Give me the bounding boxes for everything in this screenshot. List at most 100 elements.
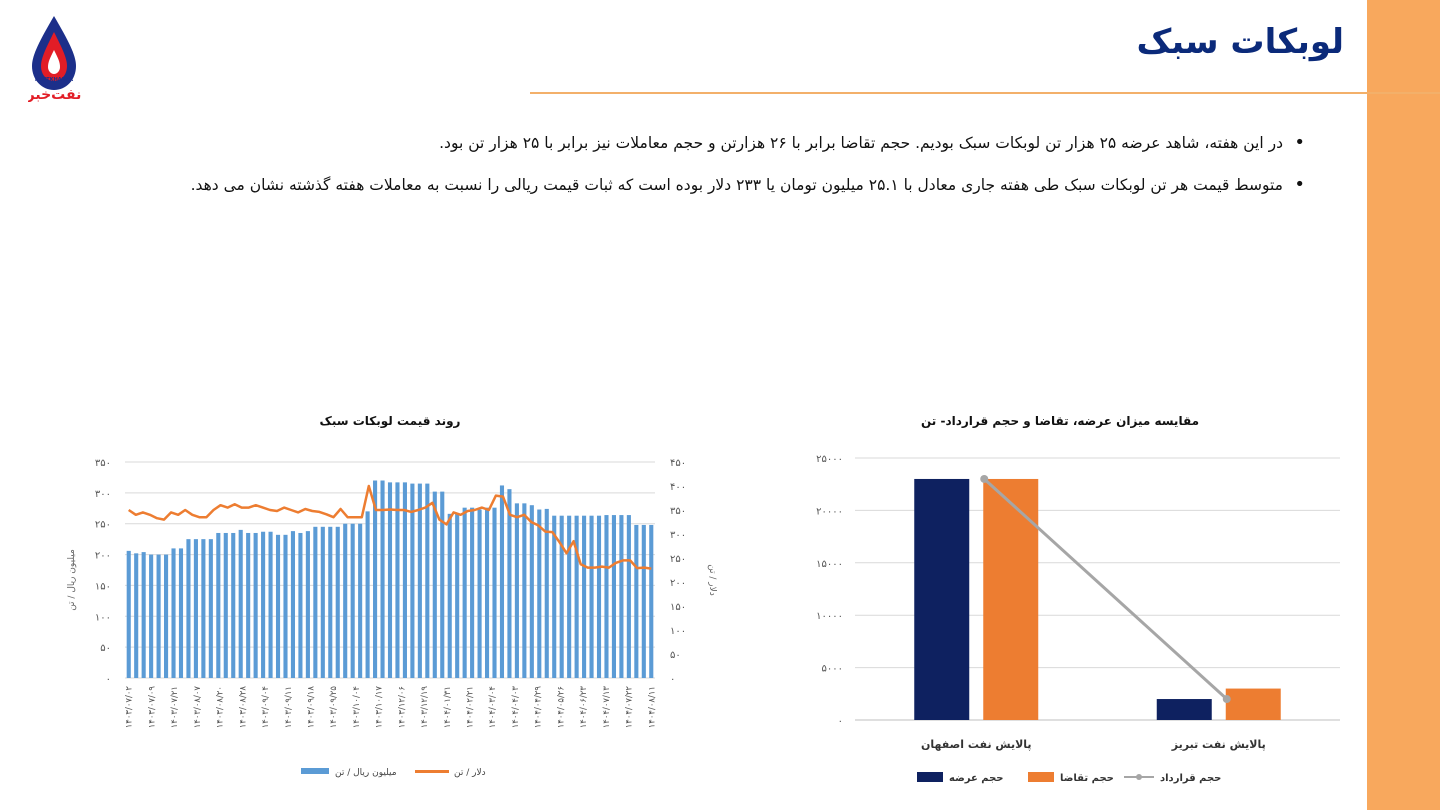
price-bar [395, 482, 400, 678]
page-title: لوبکات سبک [1136, 22, 1344, 62]
x-date-label: ۱۴۰۳/۰۹/۰۴ [261, 686, 271, 728]
x-date-label: ۱۴۰۳/۱۰/۰۴ [352, 686, 362, 728]
price-bar [134, 553, 139, 678]
left-tick-label: ۱۰۰ [95, 612, 111, 623]
y-tick-label: ۵۰۰۰ [822, 664, 843, 675]
price-bar [246, 532, 251, 678]
price-bar [320, 526, 325, 678]
right-tick-label: ۵۰ [670, 650, 681, 661]
bullet-list: در این هفته، شاهد عرضه ۲۵ هزار تن لوبکات… [125, 128, 1305, 212]
price-bar [290, 531, 296, 678]
x-date-label: ۱۴۰۴/۰۶/۲۳ [579, 686, 589, 729]
price-bar [171, 548, 176, 678]
price-bar [611, 515, 616, 678]
right-tick-label: ۱۵۰ [670, 602, 686, 613]
right-axis-label: دلار / تن [707, 564, 717, 596]
x-date-label: ۱۴۰۳/۰۹/۱۱ [284, 686, 294, 728]
x-date-label: ۱۴۰۳/۱۲/۰۶ [397, 686, 407, 728]
legend-swatch-supply [917, 772, 943, 782]
legend-label-supply: حجم عرضه [949, 773, 1004, 784]
price-bar [253, 532, 258, 678]
left-tick-label: ۳۵۰ [95, 458, 111, 469]
right-tick-label: ۴۰۰ [670, 482, 686, 493]
legend-label-contract: حجم قرارداد [1160, 773, 1221, 784]
right-tick-label: ۲۰۰ [670, 578, 686, 589]
dollar-price-line [127, 484, 652, 570]
price-bar [477, 509, 482, 678]
price-bar [470, 507, 475, 678]
price-bar [649, 524, 654, 678]
price-bar [380, 480, 385, 678]
price-bar [529, 505, 534, 678]
legend-label-demand: حجم تقاضا [1060, 773, 1114, 784]
price-bar [440, 491, 445, 678]
price-trend-chart: روند قیمت لوبکات سبک میلیون ریال / تن دل… [60, 405, 720, 805]
price-bar [507, 489, 512, 678]
price-bar [596, 515, 602, 678]
price-bar [447, 513, 452, 678]
price-bar [365, 511, 370, 678]
price-bar [417, 483, 422, 678]
price-bar [149, 554, 154, 678]
supply-legend: حجم عرضه حجم تقاضا حجم قرارداد [917, 772, 1221, 784]
legend-swatch-rial [301, 768, 329, 774]
left-tick-label: ۵۰ [100, 643, 111, 654]
price-bar [373, 480, 378, 678]
price-bar [298, 532, 303, 678]
legend-label-dollar: دلار / تن [454, 768, 486, 778]
price-bar [567, 515, 572, 678]
price-bar [432, 491, 437, 678]
price-bar [552, 515, 557, 678]
y-tick-label: ۱۵۰۰۰ [816, 559, 843, 570]
x-date-label: ۱۴۰۳/۰۷/۰۲ [125, 686, 135, 729]
price-trend-svg: روند قیمت لوبکات سبک میلیون ریال / تن دل… [67, 414, 717, 778]
legend-label-rial: میلیون ریال / تن [335, 768, 397, 778]
x-date-label: ۱۴۰۳/۰۷/۲۱ [170, 686, 180, 728]
price-bar [544, 508, 549, 678]
price-bar [522, 503, 527, 678]
price-bar [589, 515, 594, 678]
left-tick-label: ۱۵۰ [95, 581, 111, 592]
price-bar [425, 483, 430, 678]
legend-swatch-dollar [415, 770, 449, 773]
x-date-label: ۱۴۰۴/۰۷/۱۳ [602, 686, 612, 729]
x-date-label: ۱۴۰۳/۰۸/۲۸ [238, 686, 248, 729]
price-bar [305, 531, 310, 678]
right-tick-label: ۱۰۰ [670, 626, 686, 637]
brand-fa: نفت‌خبر [28, 87, 81, 102]
price-bar [410, 483, 415, 678]
x-date-label: ۱۴۰۳/۱۰/۱۷ [375, 686, 385, 729]
x-date-label: ۱۴۰۴/۰۴/۰۳ [511, 686, 521, 729]
price-bar [313, 526, 318, 678]
x-date-label: ۱۴۰۳/۰۷/۰۹ [147, 686, 157, 729]
brand-en: NAFTKHABAR [35, 77, 73, 83]
price-bar [358, 523, 363, 678]
supply-demand-svg: مقایسه میزان عرضه، تقاضا و حجم قرارداد- … [816, 414, 1340, 784]
price-bar [350, 523, 355, 678]
price-bar [484, 507, 490, 678]
accent-side-bar [1367, 0, 1440, 810]
price-bar [231, 532, 236, 678]
price-bar [261, 531, 266, 678]
contract-point [980, 474, 989, 483]
bar-demand [1225, 688, 1281, 720]
left-tick-label: ۰ [106, 674, 111, 685]
x-date-label: ۱۴۰۳/۰۸/۰۷ [193, 686, 203, 729]
bar-supply [914, 478, 970, 720]
legend-swatch-demand [1028, 772, 1054, 782]
x-category-label: پالایش نفت اصفهان [921, 738, 1032, 751]
price-bar [283, 534, 288, 678]
price-bar [499, 485, 505, 678]
bullet-item: متوسط قیمت هر تن لوبکات سبک طی هفته جاری… [125, 170, 1305, 200]
legend-marker-contract [1136, 774, 1142, 780]
price-bar [328, 526, 333, 678]
price-bar [492, 507, 497, 678]
price-bar [335, 526, 340, 678]
price-bar [387, 482, 393, 678]
contract-line [983, 477, 1228, 701]
price-bar [141, 552, 146, 678]
price-bar [268, 531, 273, 678]
right-tick-label: ۲۵۰ [670, 554, 686, 565]
x-category-label: پالایش نفت تبریز [1171, 738, 1266, 751]
x-date-label: ۱۴۰۴/۰۱/۳۱ [443, 686, 453, 728]
